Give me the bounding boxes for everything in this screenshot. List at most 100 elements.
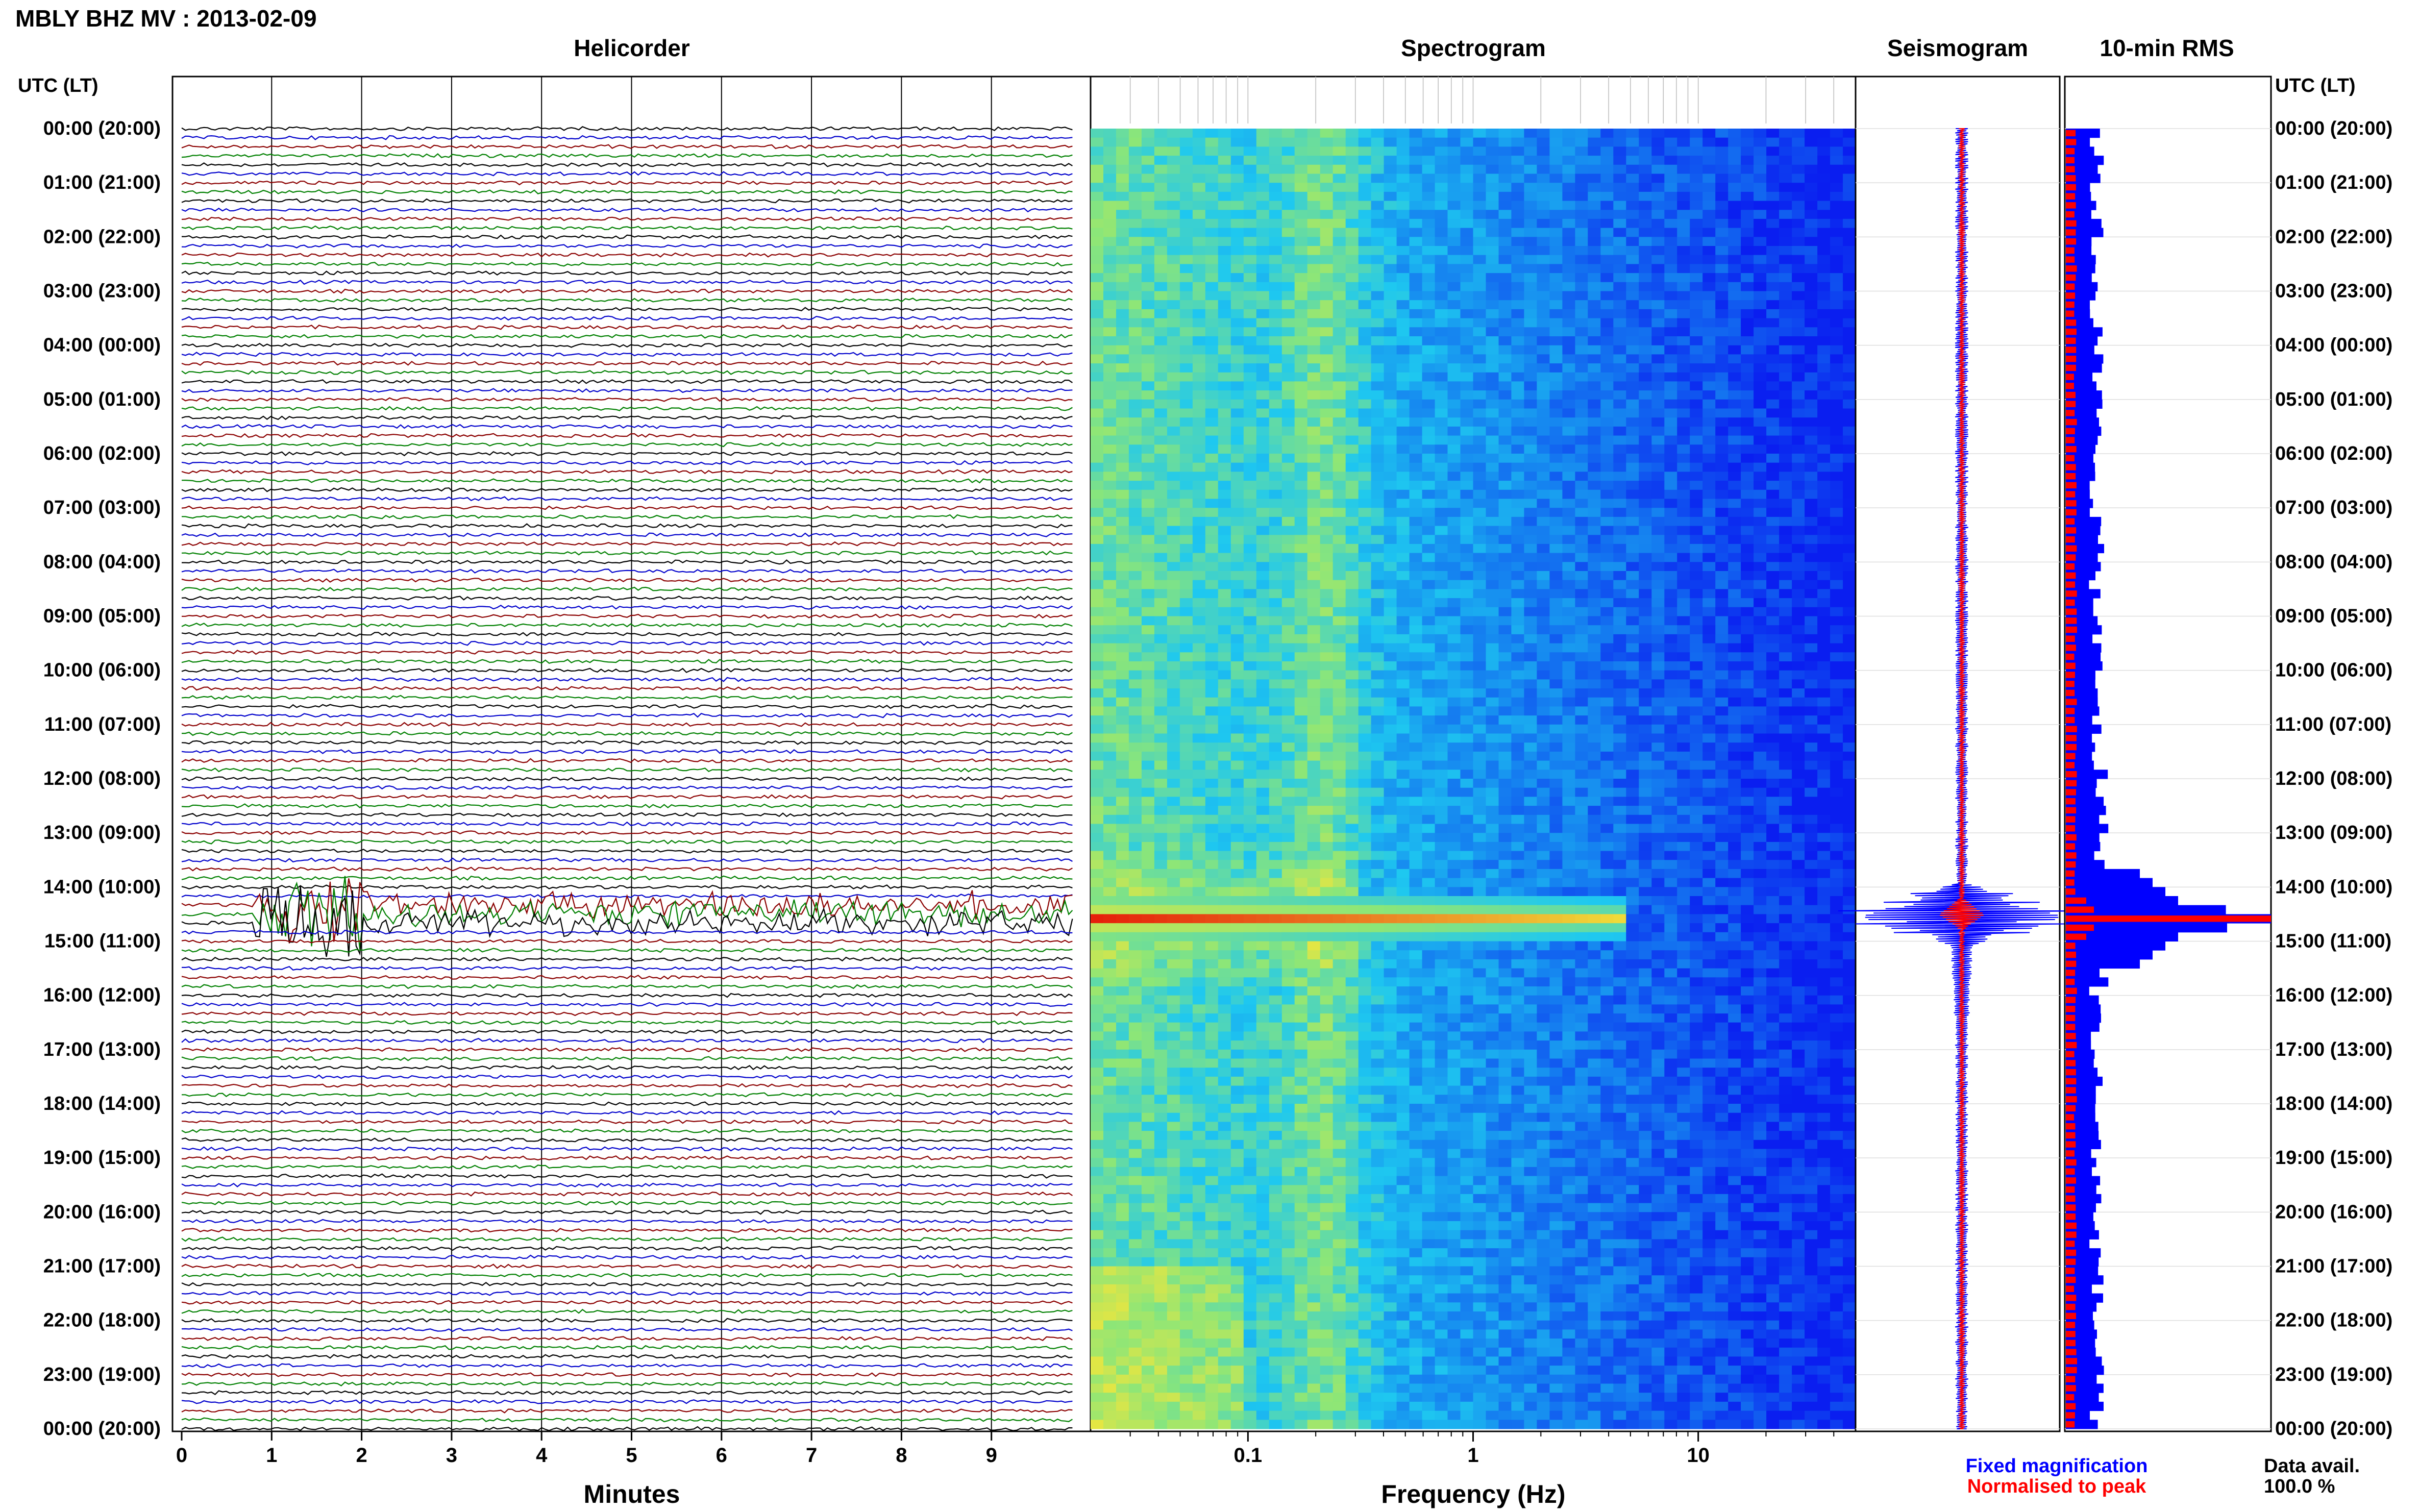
spectrogram-cell <box>1473 625 1487 635</box>
spectrogram-cell <box>1792 218 1805 229</box>
spectrogram-cell <box>1230 191 1244 202</box>
spectrogram-cell <box>1154 833 1168 842</box>
spectrogram-cell <box>1805 787 1818 797</box>
spectrogram-cell <box>1728 472 1741 481</box>
spectrogram-cell <box>1575 345 1588 355</box>
spectrogram-cell <box>1269 173 1282 183</box>
spectrogram-cell <box>1460 481 1474 490</box>
spectrogram-cell <box>1843 787 1856 797</box>
spectrogram-cell <box>1715 345 1729 355</box>
spectrogram-cell <box>1498 156 1512 165</box>
spectrogram-cell <box>1728 553 1741 562</box>
spectrogram-cell <box>1600 806 1614 815</box>
spectrogram-cell <box>1524 806 1537 815</box>
spectrogram-cell <box>1575 625 1588 635</box>
spectrogram-cell <box>1805 516 1818 527</box>
spectrogram-cell <box>1524 255 1537 264</box>
spectrogram-cell <box>1435 535 1448 544</box>
spectrogram-cell <box>1473 841 1487 852</box>
spectrogram-cell <box>1664 679 1677 689</box>
spectrogram-cell <box>1154 399 1168 409</box>
spectrogram-cell <box>1715 164 1729 175</box>
spectrogram-cell <box>1805 580 1818 589</box>
spectrogram-cell <box>1384 390 1397 400</box>
spectrogram-cell <box>1192 742 1206 752</box>
spectrogram-cell <box>1435 787 1448 797</box>
spectrogram-cell <box>1141 580 1155 589</box>
spectrogram-cell <box>1651 652 1665 662</box>
spectrogram-cell <box>1396 751 1410 761</box>
spectrogram-cell <box>1664 535 1677 544</box>
spectrogram-cell <box>1486 499 1499 508</box>
spectrogram-cell <box>1651 543 1665 554</box>
spectrogram-cell <box>1256 435 1270 445</box>
spectrogram-cell <box>1371 760 1385 770</box>
spectrogram-cell <box>1473 643 1487 653</box>
spectrogram-cell <box>1715 327 1729 337</box>
spectrogram-cell <box>1600 363 1614 373</box>
spectrogram-cell <box>1294 291 1308 301</box>
spectrogram-cell <box>1613 787 1626 797</box>
spectrogram-cell <box>1779 833 1792 842</box>
spectrogram-cell <box>1575 472 1588 481</box>
spectrogram-cell <box>1766 706 1780 716</box>
spectrogram-cell <box>1498 553 1512 562</box>
spectrogram-cell <box>1754 237 1767 246</box>
spectrogram-cell <box>1243 814 1257 825</box>
spectrogram-cell <box>1562 499 1575 508</box>
spectrogram-cell <box>1345 543 1359 554</box>
spectrogram-cell <box>1690 390 1703 400</box>
spectrogram-cell <box>1715 372 1729 382</box>
spectrogram-cell <box>1230 173 1244 183</box>
spectrogram-cell <box>1205 679 1219 689</box>
spectrogram-cell <box>1792 697 1805 707</box>
spectrogram-cell <box>1345 824 1359 833</box>
spectrogram-cell <box>1332 652 1346 662</box>
spectrogram-cell <box>1702 625 1716 635</box>
spectrogram-cell <box>1626 309 1639 319</box>
spectrogram-cell <box>1269 625 1282 635</box>
spectrogram-cell <box>1754 273 1767 283</box>
spectrogram-cell <box>1792 309 1805 319</box>
helicorder-trace <box>181 1372 1073 1378</box>
spectrogram-cell <box>1677 607 1690 617</box>
spectrogram-cell <box>1613 833 1626 842</box>
spectrogram-cell <box>1549 363 1563 373</box>
spectrogram-cell <box>1486 282 1499 292</box>
spectrogram-cell <box>1651 797 1665 806</box>
spectrogram-cell <box>1830 779 1843 788</box>
spectrogram-cell <box>1460 806 1474 815</box>
spectrogram-cell <box>1141 661 1155 671</box>
spectrogram-cell <box>1307 526 1321 535</box>
spectrogram-cell <box>1409 670 1423 680</box>
spectrogram-cell <box>1843 715 1856 725</box>
spectrogram-cell <box>1281 562 1295 572</box>
spectrogram-cell <box>1154 390 1168 400</box>
spectrogram-cell <box>1230 670 1244 680</box>
spectrogram-cell <box>1651 553 1665 562</box>
spectrogram-cell <box>1486 643 1499 653</box>
spectrogram-cell <box>1715 733 1729 743</box>
spectrogram-cell <box>1332 381 1346 391</box>
spectrogram-cell <box>1384 300 1397 310</box>
spectrogram-cell <box>1792 661 1805 671</box>
spectrogram-cell <box>1626 733 1639 743</box>
spectrogram-cell <box>1690 770 1703 779</box>
spectrogram-cell <box>1256 372 1270 382</box>
spectrogram-cell <box>1103 300 1117 310</box>
spectrogram-cell <box>1396 255 1410 264</box>
spectrogram-cell <box>1766 724 1780 734</box>
spectrogram-cell <box>1830 526 1843 535</box>
spectrogram-cell <box>1269 715 1282 725</box>
spectrogram-cell <box>1524 779 1537 788</box>
spectrogram-cell <box>1805 526 1818 535</box>
spectrogram-cell <box>1779 652 1792 662</box>
spectrogram-cell <box>1103 616 1117 626</box>
spectrogram-cell <box>1537 643 1550 653</box>
spectrogram-cell <box>1741 779 1754 788</box>
spectrogram-cell <box>1664 751 1677 761</box>
spectrogram-cell <box>1754 327 1767 337</box>
spectrogram-cell <box>1549 354 1563 364</box>
spectrogram-cell <box>1358 345 1372 355</box>
spectrogram-cell <box>1549 426 1563 436</box>
